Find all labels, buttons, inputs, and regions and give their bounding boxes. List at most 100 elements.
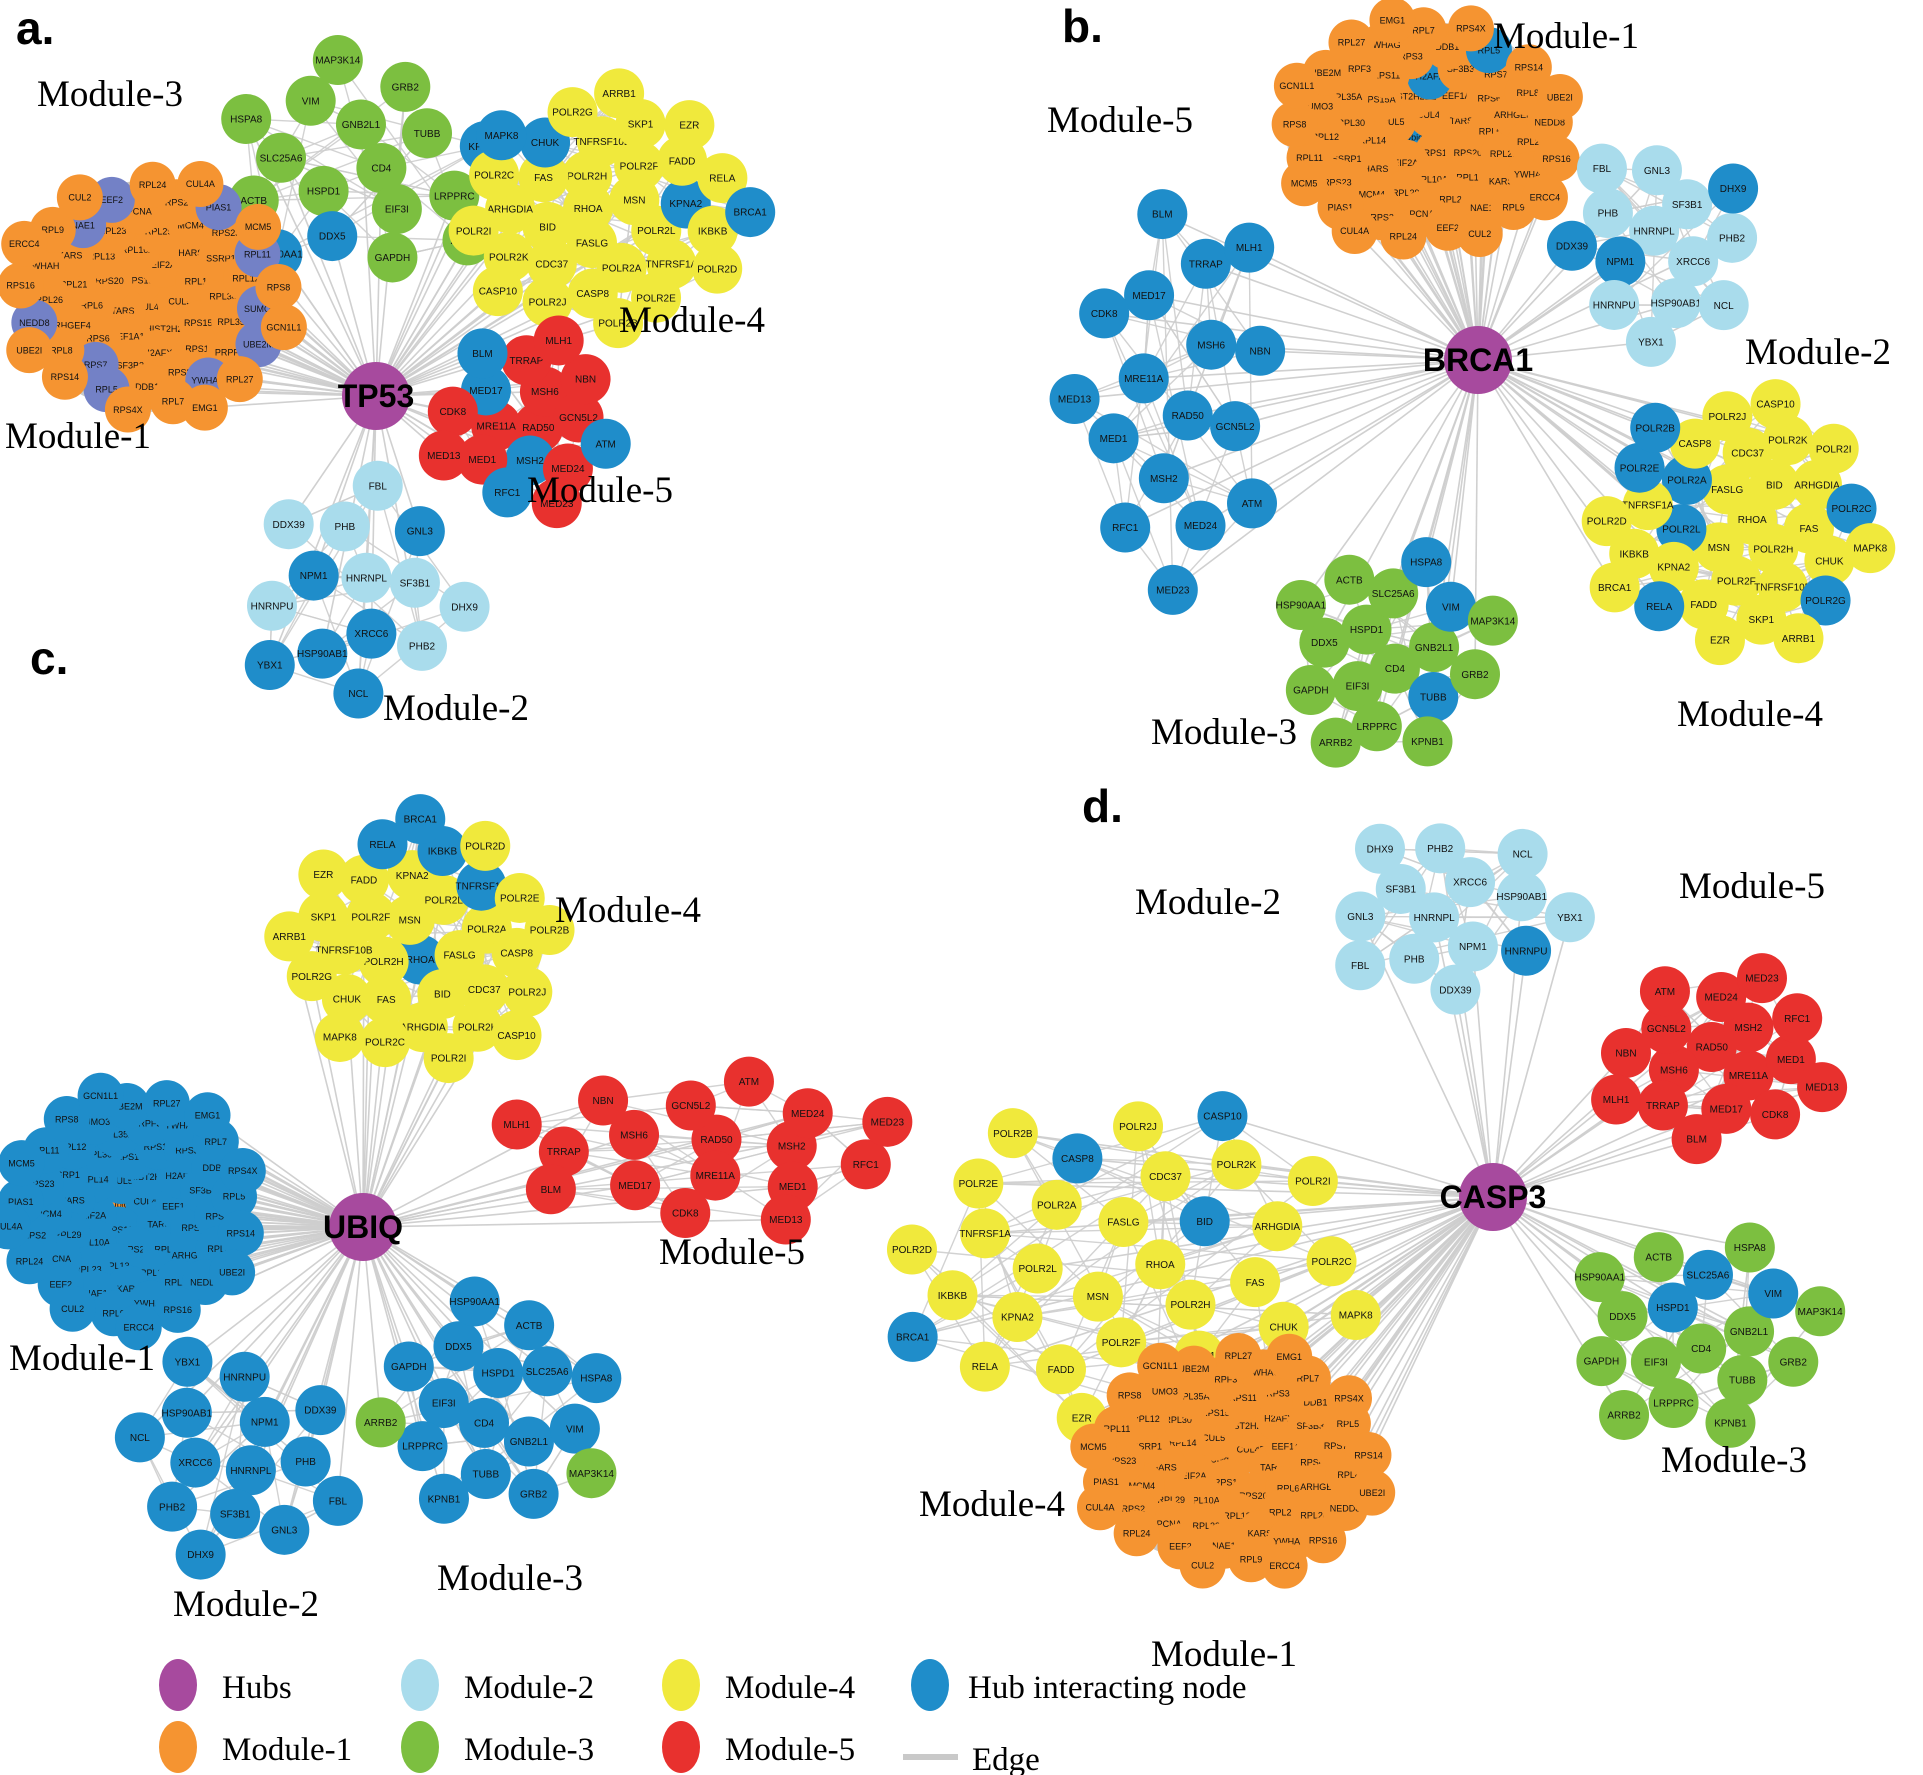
legend-item-module2: Module-2 bbox=[401, 1659, 594, 1711]
module-label: Module-5 bbox=[1047, 100, 1193, 141]
node-label: ARHGEF4 bbox=[48, 320, 91, 330]
node-label: RHOA bbox=[574, 204, 603, 215]
network-node: POLR2B bbox=[1630, 402, 1681, 453]
node-label: ARRB1 bbox=[602, 89, 636, 100]
node-label: NBN bbox=[575, 375, 596, 386]
network-node: HSP90AA1 bbox=[1574, 1252, 1625, 1303]
node-label: RPL13 bbox=[1223, 1511, 1251, 1521]
node-label: POLR2B bbox=[1635, 423, 1675, 434]
node-label: RPL7 bbox=[205, 1137, 228, 1147]
node-label: MED24 bbox=[791, 1109, 825, 1120]
node-label: TUBB bbox=[1729, 1376, 1756, 1387]
network-node: GCN1L1 bbox=[1137, 1342, 1184, 1389]
network-node: ATM bbox=[1639, 966, 1690, 1017]
node-label: POLR2E bbox=[636, 293, 676, 304]
network-node: CUL2 bbox=[1456, 210, 1503, 257]
node-label: TARS bbox=[1260, 1463, 1283, 1473]
network-node: UBE2I bbox=[1536, 74, 1583, 121]
node-label: RPL26 bbox=[1517, 137, 1545, 147]
node-label: RPS3 bbox=[1266, 1389, 1290, 1399]
node-label: HSPD1 bbox=[481, 1369, 515, 1380]
node-label: RPS15A bbox=[1201, 1408, 1236, 1418]
node-label: CUL5 bbox=[1202, 1433, 1225, 1443]
network-node: RPL27 bbox=[1215, 1332, 1262, 1379]
node-label: DHX9 bbox=[451, 602, 478, 613]
node-label: POLR2B bbox=[530, 926, 570, 937]
network-node: POLR2C bbox=[1306, 1236, 1357, 1287]
network-node: EZR bbox=[1694, 615, 1745, 666]
node-label: RFC1 bbox=[1784, 1014, 1811, 1025]
network-node: NCL bbox=[1497, 828, 1548, 879]
node-label: SUMO3 bbox=[78, 1117, 110, 1127]
node-label: RPL10A bbox=[1414, 174, 1448, 184]
hub-label: BRCA1 bbox=[1423, 342, 1533, 378]
node-label: KARS bbox=[1489, 177, 1514, 187]
node-label: FBL bbox=[1351, 961, 1370, 972]
network-node: FASLG bbox=[1702, 464, 1753, 515]
node-label: HSPA8 bbox=[580, 1374, 612, 1385]
node-label: PHB2 bbox=[1427, 844, 1454, 855]
node-label: CHUK bbox=[1269, 1322, 1298, 1333]
node-label: RPS3 bbox=[168, 367, 192, 377]
node-label: POLR2A bbox=[1037, 1200, 1077, 1211]
network-node: RFC1 bbox=[1772, 993, 1823, 1044]
node-label: NEDD8 bbox=[1535, 117, 1566, 127]
node-label: MAPK8 bbox=[485, 131, 519, 142]
network-node: POLR2I bbox=[1287, 1156, 1338, 1207]
hub-node: CASP3 bbox=[1440, 1163, 1546, 1231]
node-label: GNL3 bbox=[1644, 166, 1671, 177]
node-label: CDC37 bbox=[468, 985, 501, 996]
network-node: ARRB2 bbox=[1599, 1389, 1650, 1440]
network-node: SF3B1 bbox=[389, 557, 440, 608]
node-label: NAE1 bbox=[1470, 203, 1494, 213]
network-node: HSP90AB1 bbox=[297, 628, 348, 679]
network-node: GCN5L2 bbox=[1210, 401, 1261, 452]
network-node: UBE2I bbox=[6, 327, 53, 374]
node-label: GCN5L2 bbox=[559, 413, 598, 424]
node-label: GRB2 bbox=[520, 1489, 548, 1500]
node-label: MED13 bbox=[1058, 395, 1092, 406]
network-node: RPS14 bbox=[41, 353, 88, 400]
network-node: MAPK8 bbox=[476, 110, 527, 161]
node-label: MRE11A bbox=[477, 422, 517, 433]
node-label: DDX5 bbox=[319, 232, 346, 243]
legend-label: Module-2 bbox=[464, 1670, 594, 1706]
network-node: BID bbox=[1179, 1196, 1230, 1247]
node-label: FASLG bbox=[1711, 485, 1743, 496]
node-label: CDC37 bbox=[1149, 1172, 1182, 1183]
node-label: RPS8 bbox=[1283, 119, 1307, 129]
node-label: RPL5 bbox=[95, 384, 118, 394]
node-label: CHUK bbox=[333, 995, 362, 1006]
network-node: SF3B1 bbox=[1662, 179, 1713, 230]
node-label: POLR2G bbox=[552, 108, 593, 119]
network-node: RPL27 bbox=[143, 1080, 190, 1127]
node-label: EZR bbox=[1072, 1413, 1092, 1424]
node-label: MCM5 bbox=[1080, 1442, 1107, 1452]
module-label: Module-2 bbox=[173, 1584, 319, 1625]
node-label: MSN bbox=[399, 915, 421, 926]
network-node: FBL bbox=[312, 1475, 363, 1526]
node-label: POLR2K bbox=[458, 1022, 498, 1033]
node-label: RPL23 bbox=[74, 1265, 102, 1275]
node-label: CASP8 bbox=[500, 949, 533, 960]
node-label: EIF2A bbox=[1181, 1471, 1206, 1481]
node-label: RPS11 bbox=[1229, 1393, 1257, 1403]
network-node: GNL3 bbox=[259, 1504, 310, 1555]
network-node: PHB bbox=[1582, 188, 1633, 239]
node-label: YBX1 bbox=[175, 1357, 201, 1368]
node-label: VIM bbox=[1764, 1289, 1782, 1300]
node-label: EEF2 bbox=[49, 1279, 72, 1289]
node-label: RPL35A bbox=[1176, 1392, 1210, 1402]
node-label: HNRNPU bbox=[251, 601, 294, 612]
node-label: PIAS1 bbox=[1328, 202, 1354, 212]
network-node: HNRNPU bbox=[1501, 925, 1552, 976]
node-label: HSPD1 bbox=[307, 186, 341, 197]
module-module-2: HNRNPL XRCC6 NPM1 SF3B1 HSP90AB1 PHB PHB2 HNRNP… bbox=[1335, 823, 1595, 1015]
node-label: RPS6 bbox=[1300, 1457, 1324, 1467]
node-label: RPS4X bbox=[1334, 1393, 1364, 1403]
legend-label: Hub interacting node bbox=[968, 1670, 1247, 1706]
network-node: CASP10 bbox=[491, 1010, 542, 1061]
node-label: PCNA bbox=[1409, 209, 1434, 219]
node-label: TNFRSF10B bbox=[315, 945, 373, 956]
node-label: HSP90AA1 bbox=[1276, 601, 1327, 612]
